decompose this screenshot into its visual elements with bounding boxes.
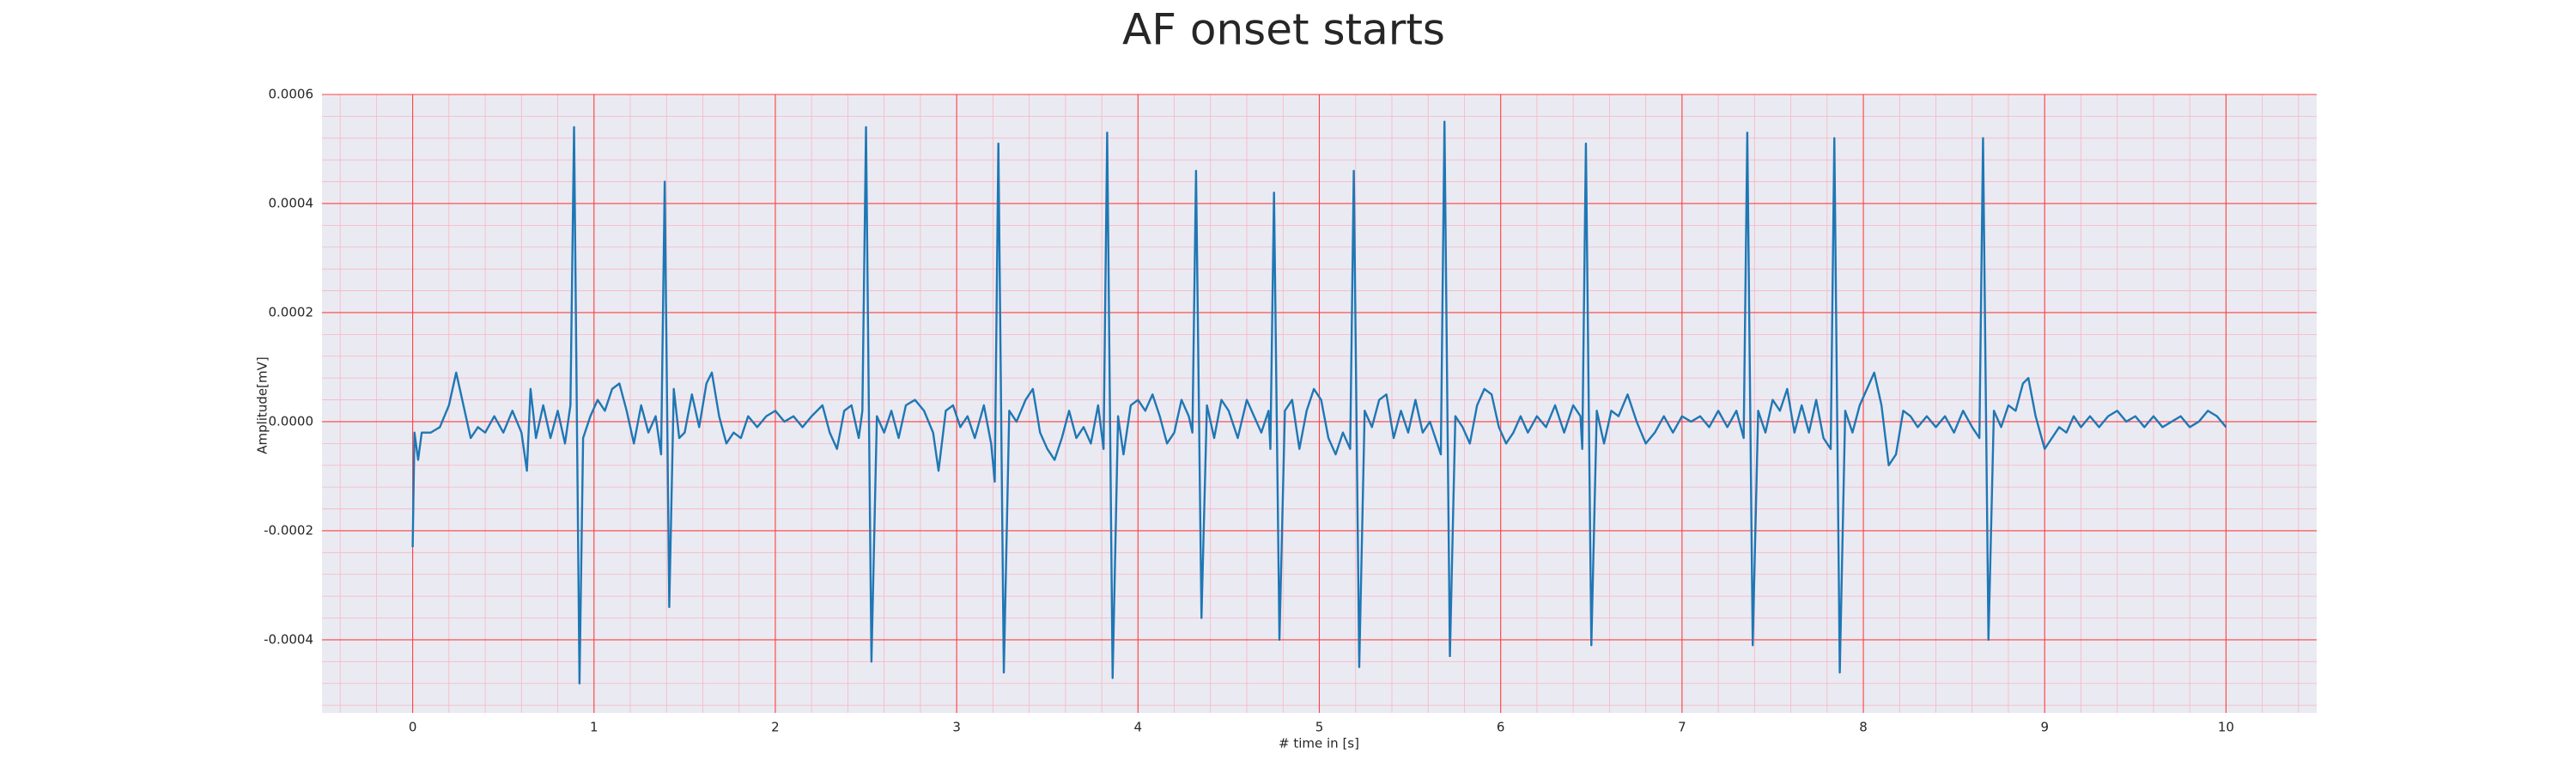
x-axis-label: # time in [s] <box>1279 736 1359 752</box>
x-tick-label: 7 <box>1678 720 1686 735</box>
x-tick-label: 5 <box>1315 720 1324 735</box>
y-tick-label: 0.0006 <box>269 87 314 102</box>
y-tick-label: 0.0004 <box>269 195 314 210</box>
x-tick-label: 3 <box>952 720 961 735</box>
x-tick-label: 6 <box>1497 720 1505 735</box>
x-tick-label: 1 <box>590 720 598 735</box>
x-tick-label: 9 <box>2040 720 2049 735</box>
ecg-line <box>411 120 2227 685</box>
x-tick-label: 4 <box>1134 720 1143 735</box>
x-tick-label: 0 <box>409 720 417 735</box>
y-axis-label: Amplitude[mV] <box>255 356 270 453</box>
y-tick-label: 0.0002 <box>269 304 314 320</box>
y-tick-label: 0.0000 <box>269 413 314 429</box>
y-tick-label: -0.0002 <box>264 522 313 538</box>
x-tick-label: 8 <box>1859 720 1868 735</box>
chart-title: AF onset starts <box>1122 5 1445 55</box>
y-tick-label: -0.0004 <box>264 631 313 647</box>
plot-area <box>322 94 2317 713</box>
x-tick-label: 2 <box>771 720 780 735</box>
x-tick-label: 10 <box>2218 720 2234 735</box>
